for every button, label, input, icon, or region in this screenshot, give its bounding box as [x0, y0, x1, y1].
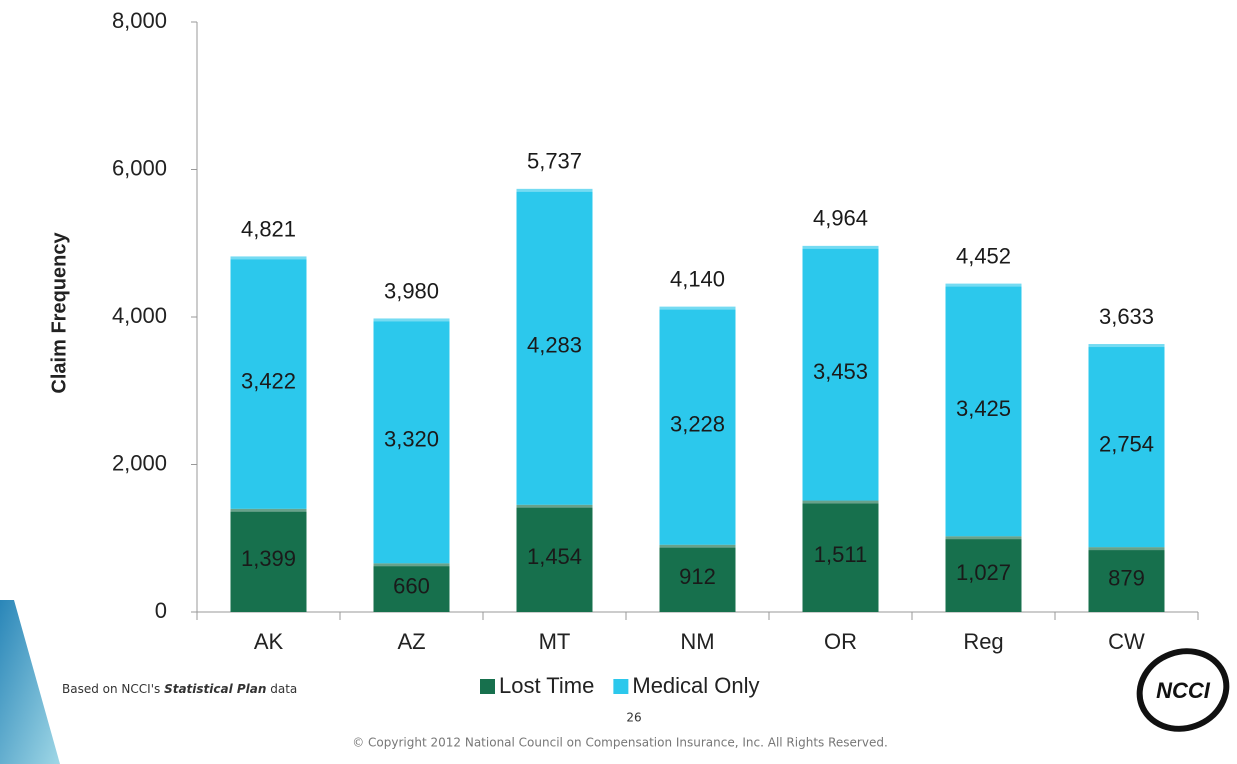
x-tick-label: NM — [680, 629, 714, 654]
y-tick-label: 0 — [155, 598, 167, 623]
bar-segment — [659, 544, 736, 612]
footnote: Based on NCCI's Statistical Plan data — [62, 682, 297, 696]
bar-segment — [802, 500, 879, 612]
bar-highlight — [373, 318, 450, 322]
total-label: 4,452 — [956, 243, 1011, 268]
bar-highlight — [230, 256, 307, 260]
bar-segment — [516, 504, 593, 612]
decoration — [0, 600, 60, 764]
x-tick-label: AZ — [397, 629, 425, 654]
bar-segment — [230, 256, 307, 509]
x-tick-label: AK — [254, 629, 284, 654]
page-number: 26 — [626, 711, 641, 725]
data-label: 3,320 — [384, 427, 439, 452]
bar-segment — [659, 306, 736, 545]
bar-segment — [1088, 547, 1165, 612]
bar-highlight — [945, 536, 1022, 540]
y-tick-label: 8,000 — [112, 8, 167, 33]
bar-segment — [373, 318, 450, 564]
bar-segment — [945, 536, 1022, 612]
bar-highlight — [230, 508, 307, 512]
data-label: 912 — [679, 564, 716, 589]
bar-segment — [945, 283, 1022, 537]
bar-highlight — [945, 283, 1022, 287]
bar-highlight — [1088, 344, 1165, 348]
data-label: 1,454 — [527, 544, 582, 569]
x-tick-label: MT — [539, 629, 571, 654]
bar-highlight — [1088, 547, 1165, 551]
data-label: 3,453 — [813, 359, 868, 384]
legend-swatch — [613, 679, 629, 694]
footnote-emphasis: Statistical Plan — [164, 682, 266, 696]
total-label: 4,140 — [670, 266, 725, 291]
bar-segment — [516, 188, 593, 505]
footnote-prefix: Based on NCCI's — [62, 682, 164, 696]
legend-label: Medical Only — [632, 673, 759, 698]
total-label: 4,964 — [813, 206, 868, 231]
logo: NCCI — [1136, 648, 1230, 732]
data-label: 2,754 — [1099, 431, 1154, 456]
data-label: 3,425 — [956, 396, 1011, 421]
logo-text: NCCI — [1156, 678, 1211, 703]
copyright: © Copyright 2012 National Council on Com… — [352, 736, 888, 750]
data-label: 3,422 — [241, 368, 296, 393]
bar-highlight — [373, 563, 450, 567]
data-label: 1,399 — [241, 546, 296, 571]
logo-ring — [1136, 648, 1230, 732]
data-label: 1,511 — [814, 542, 867, 567]
total-label: 5,737 — [527, 149, 582, 174]
bar-highlight — [659, 306, 736, 310]
data-label: 1,027 — [956, 560, 1011, 585]
data-label: 4,283 — [527, 333, 582, 358]
bar-highlight — [516, 188, 593, 192]
bar-highlight — [659, 544, 736, 548]
footnote-suffix: data — [266, 682, 297, 696]
y-tick-label: 6,000 — [112, 155, 167, 180]
data-label: 660 — [393, 573, 430, 598]
y-tick-label: 2,000 — [112, 450, 167, 475]
bar-highlight — [802, 245, 879, 249]
data-label: 3,228 — [670, 412, 725, 437]
x-tick-label: Reg — [963, 629, 1003, 654]
y-axis-label: Claim Frequency — [48, 232, 70, 394]
bar-segment — [1088, 344, 1165, 548]
total-label: 4,821 — [241, 216, 296, 241]
bar-highlight — [516, 504, 593, 508]
bar-segment — [802, 245, 879, 501]
x-tick-label: CW — [1108, 629, 1145, 654]
x-tick-label: OR — [824, 629, 857, 654]
total-label: 3,980 — [384, 278, 439, 303]
y-tick-label: 4,000 — [112, 303, 167, 328]
bar-highlight — [802, 500, 879, 504]
bar-segment — [230, 508, 307, 612]
data-label: 879 — [1108, 565, 1145, 590]
legend-swatch — [480, 679, 495, 694]
total-label: 3,633 — [1099, 304, 1154, 329]
bar-segment — [373, 563, 450, 612]
legend-label: Lost Time — [499, 673, 594, 698]
